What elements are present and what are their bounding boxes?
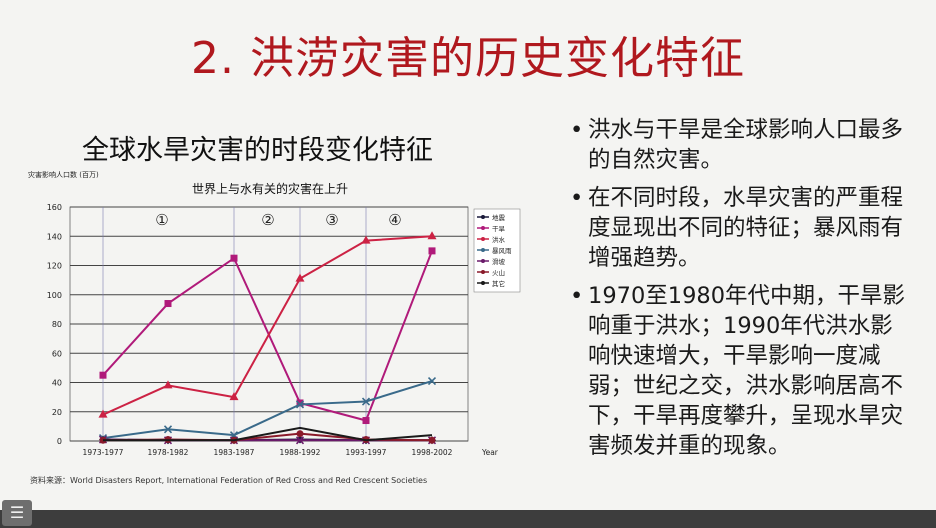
x-tick-label: 1998-2002 bbox=[412, 448, 453, 457]
data-point bbox=[295, 273, 305, 282]
legend-marker bbox=[481, 226, 485, 230]
x-tick-label: 1988-1992 bbox=[280, 448, 321, 457]
bullet-list: 洪水与干旱是全球影响人口最多的自然灾害。 在不同时段，水旱灾害的严重程度显现出不… bbox=[568, 115, 908, 469]
bullet-item: 1970至1980年代中期，干旱影响重于洪水；1990年代洪水影响快速增大，干旱… bbox=[568, 281, 908, 461]
legend-marker bbox=[481, 259, 485, 263]
series-line bbox=[102, 380, 433, 440]
data-point bbox=[295, 400, 305, 409]
legend-marker bbox=[481, 248, 485, 252]
data-point bbox=[163, 380, 173, 389]
bullet-item: 洪水与干旱是全球影响人口最多的自然灾害。 bbox=[568, 115, 908, 175]
legend-marker bbox=[481, 215, 485, 219]
data-point bbox=[427, 231, 437, 240]
y-tick-label: 60 bbox=[52, 349, 62, 358]
x-tick-label: 1978-1982 bbox=[148, 448, 189, 457]
data-point bbox=[163, 425, 173, 434]
bullet-item: 在不同时段，水旱灾害的严重程度显现出不同的特征；暴风雨有增强趋势。 bbox=[568, 183, 908, 273]
data-point bbox=[99, 371, 107, 379]
y-tick-label: 80 bbox=[52, 320, 62, 329]
legend-label: 暴风雨 bbox=[492, 247, 512, 255]
data-point bbox=[428, 436, 436, 444]
data-point bbox=[296, 430, 304, 438]
source-note: 资料来源：World Disasters Report, Internation… bbox=[30, 475, 427, 485]
data-point bbox=[164, 300, 172, 308]
y-tick-label: 120 bbox=[47, 262, 62, 271]
data-point bbox=[296, 399, 304, 407]
series-line bbox=[102, 235, 433, 416]
y-tick-label: 20 bbox=[52, 408, 62, 417]
x-tick-label: 1983-1987 bbox=[214, 448, 255, 457]
slide: 2. 洪涝灾害的历史变化特征 全球水旱灾害的时段变化特征 灾害影响人口数 (百万… bbox=[0, 0, 936, 510]
period-marker: ③ bbox=[325, 211, 338, 229]
legend-label: 地震 bbox=[492, 213, 506, 222]
y-axis-label: 灾害影响人口数 (百万) bbox=[28, 170, 99, 179]
period-marker: ④ bbox=[388, 211, 401, 229]
legend-marker bbox=[481, 237, 485, 241]
y-tick-label: 40 bbox=[52, 379, 62, 388]
chart-heading: 全球水旱灾害的时段变化特征 bbox=[82, 135, 433, 166]
data-point bbox=[427, 376, 437, 386]
data-point bbox=[295, 436, 305, 445]
list-icon[interactable]: ☰ bbox=[2, 500, 32, 526]
data-point bbox=[98, 409, 108, 418]
data-point bbox=[428, 247, 436, 255]
legend-label: 火山 bbox=[492, 268, 505, 277]
x-axis-label: Year bbox=[481, 448, 499, 457]
legend-label: 干旱 bbox=[492, 225, 506, 233]
legend-label: 滑坡 bbox=[492, 257, 506, 266]
x-tick-label: 1973-1977 bbox=[83, 448, 124, 457]
y-tick-label: 100 bbox=[47, 291, 62, 300]
series-line bbox=[103, 426, 433, 442]
x-tick-label: 1993-1997 bbox=[346, 448, 387, 457]
data-point bbox=[230, 254, 238, 262]
legend-label: 其它 bbox=[492, 279, 505, 288]
period-marker: ① bbox=[155, 211, 168, 229]
data-point bbox=[361, 397, 371, 406]
legend-marker bbox=[481, 270, 485, 274]
chart-title: 世界上与水有关的灾害在上升 bbox=[192, 181, 348, 196]
legend-marker bbox=[481, 281, 485, 285]
legend-label: 洪水 bbox=[492, 235, 506, 244]
y-tick-label: 160 bbox=[47, 203, 62, 212]
y-tick-label: 140 bbox=[47, 232, 62, 241]
period-marker: ② bbox=[261, 211, 274, 229]
line-chart: 灾害影响人口数 (百万) 世界上与水有关的灾害在上升 0 20 40 60 80 100 120… bbox=[28, 170, 521, 485]
data-point bbox=[229, 392, 239, 401]
series-line bbox=[102, 250, 433, 422]
y-tick-label: 0 bbox=[57, 437, 62, 446]
data-point bbox=[361, 235, 371, 244]
slide-title: 2. 洪涝灾害的历史变化特征 bbox=[191, 33, 745, 84]
bottom-toolbar bbox=[0, 510, 936, 528]
data-point bbox=[362, 417, 370, 425]
